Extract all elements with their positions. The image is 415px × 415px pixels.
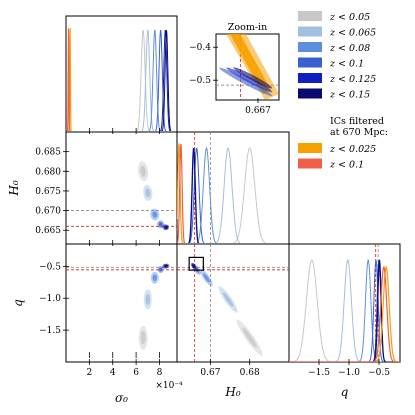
sigma0-axis-label: σ₀ — [115, 391, 128, 405]
legend-label-0: z < 0.05 — [329, 12, 370, 23]
q-bottom-tick-label-1: −1.0 — [338, 368, 360, 378]
legend-label-2: z < 0.08 — [329, 43, 370, 54]
zoom-x-tick-label-0: 0.667 — [245, 106, 271, 116]
q-sigma0-inner-1 — [145, 293, 150, 305]
h0-bottom-tick-label-1: 0.68 — [240, 368, 260, 378]
h0-curve-1 — [215, 147, 241, 243]
h0-filtered-curve-0 — [177, 142, 184, 243]
legend-swatch-5 — [298, 88, 322, 99]
sigma0-tick-label-0: 2 — [87, 368, 93, 378]
q-h0-inner-2 — [203, 273, 210, 283]
q-tick-label-2: −0.5 — [39, 262, 61, 272]
q-sigma0-inner-2 — [152, 274, 157, 282]
h0-tick-label-4: 0.685 — [35, 148, 61, 158]
q-filtered-curve-1 — [289, 265, 400, 362]
zoom-region-box — [188, 256, 204, 271]
sigma0-offset-label: ×10⁻⁴ — [155, 381, 183, 391]
h0-filtered-curve-1 — [177, 143, 186, 243]
legend-filtered-swatch-1 — [298, 158, 322, 169]
q-h0-inner-5 — [192, 264, 195, 268]
legend-swatch-1 — [298, 26, 322, 37]
q-bottom-tick-label-0: −1.5 — [308, 368, 330, 378]
q-tick-label-1: −1.0 — [39, 294, 61, 304]
zoom-inset-contours — [216, 34, 279, 100]
q-curve-5 — [289, 259, 400, 362]
legend-label-5: z < 0.15 — [329, 90, 370, 101]
q-h0-inner-3 — [194, 266, 199, 273]
panel-layer: 2 4 6 8×10⁻⁴σ₀0.6650.6700.6750.6800.685H₀0.… — [7, 15, 401, 405]
legend-filtered-swatch-0 — [298, 143, 322, 153]
q-curve-3 — [289, 259, 400, 362]
q-curve-1 — [289, 259, 400, 362]
h0-bottom-tick-label-0: 0.67 — [200, 368, 220, 378]
h0-sigma0-inner-3 — [158, 222, 163, 227]
legend-swatch-3 — [298, 57, 322, 68]
legend-filtered-label-0: z < 0.025 — [329, 144, 376, 155]
h0-sigma0-inner-0 — [140, 165, 146, 177]
legend-label-4: z < 0.125 — [329, 74, 376, 85]
sigma0-tick-label-1: 4 — [110, 368, 116, 378]
h0-hist-curves — [177, 132, 267, 243]
q-axis-label: q — [11, 299, 25, 307]
q-filtered-curve-0 — [289, 265, 400, 362]
zoom-filtered-core — [230, 34, 271, 94]
legend-filter-title-1: at 670 Mpc: — [330, 127, 388, 138]
q-sigma0-inner-3 — [158, 267, 163, 272]
sigma0-curve-2 — [148, 29, 161, 131]
h0-sigma0-contours — [66, 161, 177, 231]
q-h0-inner-0 — [242, 327, 257, 348]
legend-swatch-2 — [298, 42, 322, 52]
h0-curve-5 — [188, 147, 199, 243]
h0-sigma0-inner-5 — [165, 226, 168, 229]
q-bottom-axis-label: q — [341, 385, 349, 399]
sigma0-tick-label-3: 8 — [157, 368, 163, 378]
zoom-series-1 — [226, 67, 273, 93]
panel-q-vs-sigma0 — [65, 243, 178, 363]
h0-axis-label: H₀ — [7, 180, 21, 196]
sigma0-hist-curves — [66, 27, 172, 131]
h0-tick-label-0: 0.665 — [35, 226, 61, 236]
legend-swatch-0 — [298, 11, 322, 21]
h0-bottom-axis-label: H₀ — [224, 385, 240, 399]
sigma0-filtered-curve-1 — [66, 28, 71, 131]
zoom-inset-title: Zoom-in — [228, 22, 267, 33]
h0-tick-label-2: 0.675 — [35, 187, 61, 197]
sigma0-tick-label-2: 6 — [133, 368, 139, 378]
q-h0-inner-1 — [222, 292, 234, 307]
h0-tick-label-1: 0.670 — [35, 207, 61, 217]
q-curve-0 — [289, 259, 400, 362]
q-sigma0-inner-0 — [140, 331, 146, 345]
legend-label-1: z < 0.065 — [329, 28, 376, 39]
sigma0-curve-5 — [161, 29, 172, 131]
q-sigma0-inner-5 — [164, 264, 169, 267]
zoom-inset-frame — [215, 33, 280, 101]
zoom-series-0 — [219, 67, 273, 97]
legend-swatch-4 — [298, 73, 322, 83]
zoom-y-tick-label-1: −0.5 — [189, 76, 211, 86]
sigma0-curve-4 — [160, 29, 171, 131]
q-bottom-tick-label-2: −0.5 — [368, 368, 390, 378]
q-tick-label-0: −1.5 — [39, 326, 61, 336]
legend-label-3: z < 0.1 — [329, 59, 364, 70]
h0-curve-3 — [188, 147, 205, 243]
zoom-series-2 — [233, 67, 273, 89]
q-h0-contours — [177, 244, 289, 362]
h0-sigma0-inner-1 — [145, 188, 151, 198]
h0-tick-label-3: 0.680 — [35, 167, 61, 177]
q-hist-curves — [289, 244, 400, 362]
zoom-y-tick-label-0: −0.4 — [189, 43, 211, 53]
q-sigma0-contours — [66, 263, 177, 350]
legend-layer: z < 0.05 z < 0.065 z < 0.08 z < 0.1 z < 0.12… — [298, 11, 388, 171]
legend-filter-title-0: ICs filtered — [330, 116, 384, 127]
legend-filtered-label-1: z < 0.1 — [329, 160, 364, 171]
sigma0-curve-1 — [141, 29, 155, 131]
h0-sigma0-inner-2 — [152, 211, 158, 218]
